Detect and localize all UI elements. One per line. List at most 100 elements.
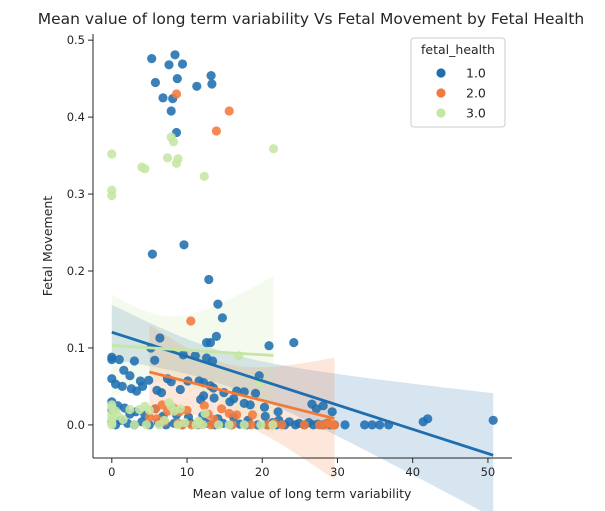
data-point-1.0 xyxy=(327,407,337,417)
data-point-2.0 xyxy=(299,420,309,430)
data-point-1.0 xyxy=(260,411,270,421)
regression-line-3.0 xyxy=(111,344,274,357)
data-point-1.0 xyxy=(107,354,117,365)
data-point-1.0 xyxy=(166,106,176,116)
legend-label-1.0: 1.0 xyxy=(466,66,486,81)
data-point-1.0 xyxy=(360,420,370,430)
data-point-2.0 xyxy=(186,316,196,326)
x-tick-label: 50 xyxy=(481,465,496,479)
data-point-1.0 xyxy=(204,274,214,285)
data-point-3.0 xyxy=(144,405,154,415)
data-point-1.0 xyxy=(259,402,270,412)
x-tick-label: 20 xyxy=(255,465,270,479)
data-point-3.0 xyxy=(168,137,179,147)
data-point-1.0 xyxy=(164,60,174,70)
data-point-1.0 xyxy=(175,384,185,395)
data-point-3.0 xyxy=(107,149,117,159)
y-tick-label: 0.4 xyxy=(67,110,85,124)
data-point-2.0 xyxy=(144,412,154,422)
scatter-points xyxy=(107,50,498,430)
data-point-1.0 xyxy=(147,249,157,259)
data-point-3.0 xyxy=(199,171,209,181)
data-point-3.0 xyxy=(180,418,190,428)
data-point-3.0 xyxy=(256,420,266,430)
legend: fetal_health 1.0 2.0 3.0 xyxy=(410,37,506,128)
data-point-3.0 xyxy=(268,420,278,430)
data-point-1.0 xyxy=(423,414,433,424)
data-point-3.0 xyxy=(107,191,117,201)
data-point-2.0 xyxy=(247,410,258,420)
data-point-3.0 xyxy=(125,404,135,415)
y-axis-label: Fetal Movement xyxy=(40,196,55,297)
data-point-1.0 xyxy=(318,401,328,411)
data-point-1.0 xyxy=(264,341,274,351)
legend-marker-3.0 xyxy=(436,108,446,118)
data-point-3.0 xyxy=(171,158,182,168)
data-point-1.0 xyxy=(488,415,498,425)
legend-marker-1.0 xyxy=(436,68,446,78)
axes xyxy=(92,34,512,459)
data-point-3.0 xyxy=(200,408,210,418)
data-point-1.0 xyxy=(289,338,299,348)
regression-line-2.0 xyxy=(149,370,335,420)
data-point-3.0 xyxy=(141,420,151,430)
data-point-3.0 xyxy=(193,416,203,426)
legend-frame xyxy=(410,37,506,128)
data-point-1.0 xyxy=(290,420,300,430)
data-point-1.0 xyxy=(211,331,221,341)
data-point-2.0 xyxy=(199,401,209,411)
data-point-2.0 xyxy=(246,420,256,430)
data-point-1.0 xyxy=(207,79,217,89)
data-point-3.0 xyxy=(268,144,279,154)
legend-label-3.0: 3.0 xyxy=(466,106,486,121)
data-point-1.0 xyxy=(144,375,154,385)
regression-line-1.0 xyxy=(111,330,494,457)
data-point-1.0 xyxy=(375,420,385,430)
data-point-2.0 xyxy=(277,420,287,430)
data-point-1.0 xyxy=(129,356,139,366)
data-point-1.0 xyxy=(245,400,255,410)
legend-title: fetal_health xyxy=(421,42,495,57)
data-point-1.0 xyxy=(156,388,167,398)
data-point-3.0 xyxy=(214,420,224,430)
data-point-1.0 xyxy=(213,299,223,309)
data-point-1.0 xyxy=(170,50,180,60)
data-point-3.0 xyxy=(107,420,117,430)
data-point-3.0 xyxy=(113,411,123,421)
data-point-2.0 xyxy=(217,404,227,414)
data-point-1.0 xyxy=(229,394,239,404)
data-point-1.0 xyxy=(138,381,148,391)
data-point-3.0 xyxy=(175,404,185,414)
data-point-1.0 xyxy=(192,81,202,91)
data-point-1.0 xyxy=(119,365,129,375)
data-point-1.0 xyxy=(209,393,219,403)
data-point-2.0 xyxy=(323,418,334,428)
y-ticks: 0.0 0.1 0.2 0.3 0.4 0.5 xyxy=(67,33,93,432)
x-ticks: 0 10 20 30 40 50 xyxy=(108,458,495,479)
data-point-2.0 xyxy=(232,410,242,420)
data-point-1.0 xyxy=(177,59,188,69)
chart-title: Mean value of long term variability Vs F… xyxy=(38,10,585,28)
data-point-1.0 xyxy=(150,77,160,88)
y-tick-label: 0.1 xyxy=(67,341,85,355)
data-point-1.0 xyxy=(250,388,261,398)
legend-label-2.0: 2.0 xyxy=(466,86,486,101)
data-point-1.0 xyxy=(179,240,189,250)
regression-lines xyxy=(111,330,494,457)
data-point-1.0 xyxy=(117,381,127,391)
data-point-1.0 xyxy=(273,407,283,417)
data-point-1.0 xyxy=(150,355,160,365)
y-tick-label: 0.2 xyxy=(67,264,85,278)
data-point-2.0 xyxy=(206,420,216,430)
data-point-3.0 xyxy=(159,415,170,425)
data-point-1.0 xyxy=(125,371,135,381)
y-tick-label: 0.5 xyxy=(67,33,85,47)
data-point-3.0 xyxy=(162,153,173,163)
data-point-3.0 xyxy=(224,420,234,430)
data-point-3.0 xyxy=(140,164,150,174)
data-point-1.0 xyxy=(114,354,124,365)
data-point-3.0 xyxy=(129,420,139,430)
data-point-1.0 xyxy=(147,54,157,64)
legend-marker-2.0 xyxy=(436,88,446,98)
